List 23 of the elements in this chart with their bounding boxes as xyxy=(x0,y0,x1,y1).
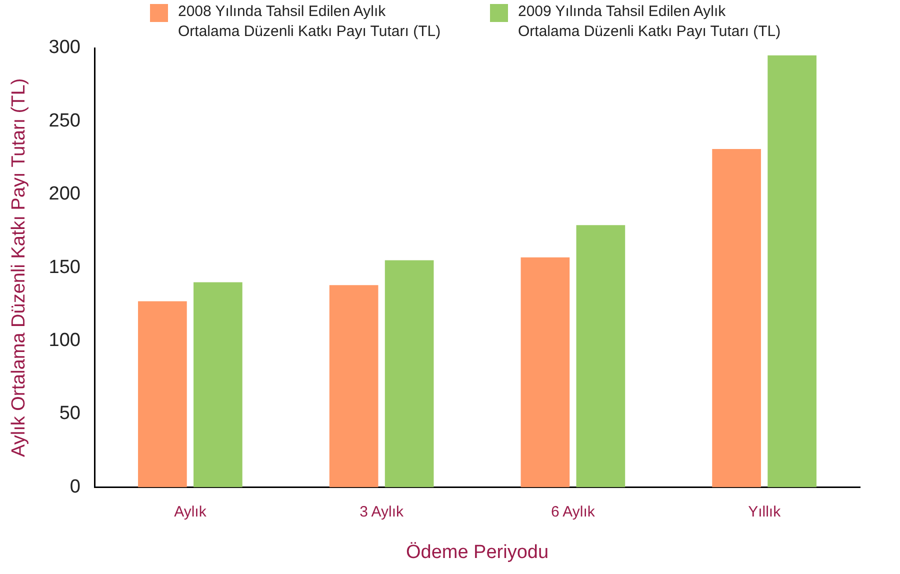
x-tick-label: 3 Aylık xyxy=(360,503,404,520)
y-tick-label: 150 xyxy=(48,256,80,278)
x-tick-label: Yıllık xyxy=(748,503,782,520)
y-axis-title: Aylık Ortalama Düzenli Katkı Payı Tutarı (TL) xyxy=(8,78,30,457)
y-tick-label: 50 xyxy=(59,403,80,424)
x-tick-label: 6 Aylık xyxy=(550,503,596,520)
y-tick-label: 100 xyxy=(48,330,80,352)
bar xyxy=(768,55,816,488)
bar xyxy=(576,225,626,488)
bar xyxy=(384,260,434,488)
y-tick-label: 200 xyxy=(48,184,80,205)
bar xyxy=(194,282,242,488)
legend-label: 2009 Yılında Tahsil Edilen Aylık Ortalama Düzenli Katkı Payı Tutarı (TL) xyxy=(518,2,782,42)
x-tick-label: Aylık xyxy=(174,503,207,520)
bar xyxy=(712,149,761,488)
bar xyxy=(329,285,378,488)
y-tick-label: 250 xyxy=(48,110,80,132)
x-axis-title: Ödeme Periyodu xyxy=(406,542,549,563)
bar xyxy=(520,257,570,488)
legend-label: 2008 Yılında Tahsil Edilen Aylık Ortalama Düzenli Katkı Payı Tutarı (TL) xyxy=(178,2,442,42)
y-tick-label: 0 xyxy=(70,476,80,498)
y-tick-label: 300 xyxy=(48,37,80,58)
bar xyxy=(138,301,187,488)
